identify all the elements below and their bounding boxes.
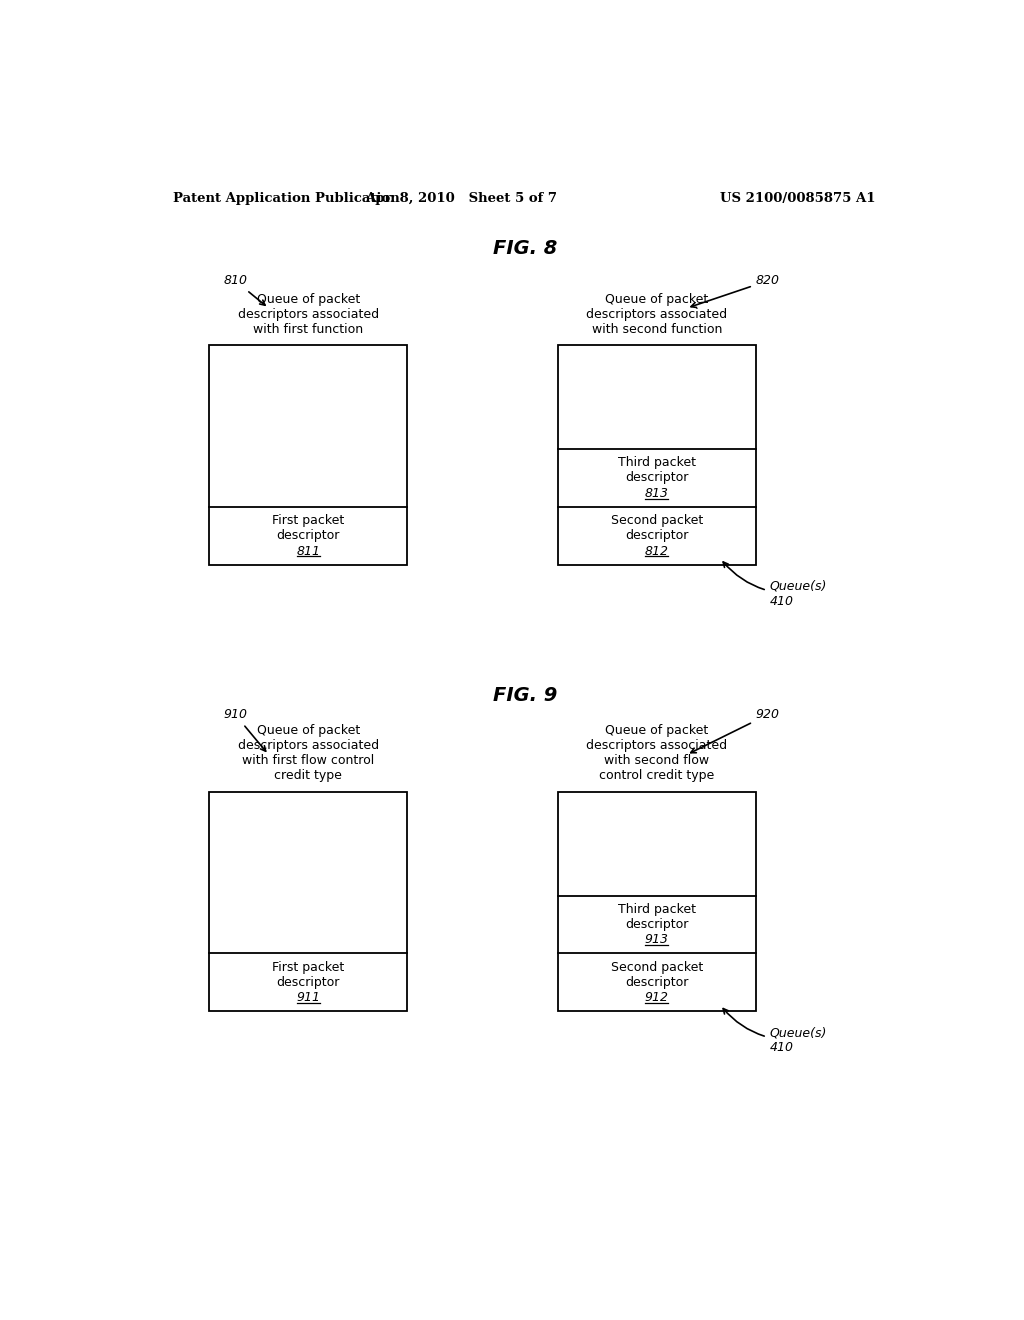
Bar	[558, 792, 756, 1011]
Text: Queue of packet
descriptors associated
with first function: Queue of packet descriptors associated w…	[238, 293, 379, 335]
Bar	[558, 345, 756, 565]
Text: Queue of packet
descriptors associated
with second flow
control credit type: Queue of packet descriptors associated w…	[587, 725, 727, 783]
Text: Third packet
descriptor: Third packet descriptor	[617, 457, 696, 484]
Text: First packet
descriptor: First packet descriptor	[272, 513, 344, 543]
Text: FIG. 9: FIG. 9	[493, 686, 557, 705]
Text: Queue of packet
descriptors associated
with first flow control
credit type: Queue of packet descriptors associated w…	[238, 725, 379, 783]
Text: FIG. 8: FIG. 8	[493, 239, 557, 259]
Text: Queue of packet
descriptors associated
with second function: Queue of packet descriptors associated w…	[587, 293, 727, 335]
Text: 911: 911	[296, 991, 321, 1005]
Text: 811: 811	[296, 545, 321, 557]
Text: First packet
descriptor: First packet descriptor	[272, 961, 344, 989]
Text: 910: 910	[223, 709, 265, 751]
Text: 913: 913	[645, 933, 669, 946]
Text: Queue(s)
410: Queue(s) 410	[723, 562, 827, 607]
Text: Second packet
descriptor: Second packet descriptor	[610, 961, 703, 989]
Text: US 2100/0085875 A1: US 2100/0085875 A1	[720, 191, 876, 205]
Text: Patent Application Publication: Patent Application Publication	[173, 191, 399, 205]
Text: 810: 810	[223, 275, 265, 305]
Text: Second packet
descriptor: Second packet descriptor	[610, 513, 703, 543]
Text: Queue(s)
410: Queue(s) 410	[723, 1008, 827, 1055]
Text: 912: 912	[645, 991, 669, 1005]
Bar	[209, 792, 407, 1011]
Text: Apr. 8, 2010   Sheet 5 of 7: Apr. 8, 2010 Sheet 5 of 7	[366, 191, 557, 205]
Bar	[209, 345, 407, 565]
Text: 920: 920	[691, 709, 779, 752]
Text: 812: 812	[645, 545, 669, 557]
Text: 813: 813	[645, 487, 669, 500]
Text: Third packet
descriptor: Third packet descriptor	[617, 903, 696, 931]
Text: 820: 820	[691, 275, 779, 308]
